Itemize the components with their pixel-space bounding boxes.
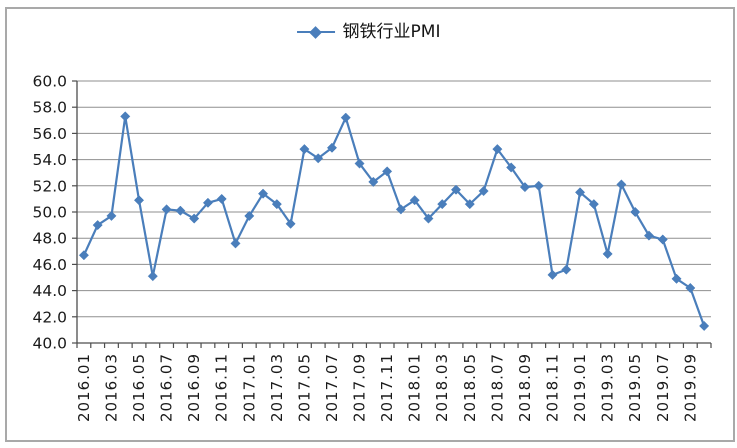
- y-axis-label: 40.0: [32, 335, 67, 353]
- data-point: [354, 158, 365, 169]
- y-axis-label: 46.0: [32, 256, 67, 274]
- data-point: [120, 111, 131, 122]
- y-axis-label: 42.0: [32, 308, 67, 326]
- data-point: [189, 213, 200, 224]
- x-axis-label: 2017.03: [268, 353, 286, 422]
- data-point: [478, 185, 489, 197]
- data-point: [271, 199, 282, 210]
- data-point: [244, 210, 255, 221]
- data-point: [258, 188, 269, 199]
- data-point: [423, 213, 434, 224]
- data-point: [547, 269, 558, 280]
- data-point: [630, 206, 641, 218]
- y-axis-label: 58.0: [32, 99, 67, 117]
- x-axis-label: 2017.11: [378, 353, 396, 422]
- data-point: [437, 199, 448, 210]
- data-point: [299, 144, 310, 155]
- data-point: [616, 179, 627, 190]
- x-axis-label: 2016.01: [75, 353, 93, 422]
- data-point: [326, 142, 338, 153]
- series-line: [82, 115, 706, 328]
- data-point: [285, 218, 296, 229]
- x-axis-label: 2018.01: [406, 353, 424, 422]
- legend-line-diamond-marker: [296, 25, 335, 39]
- data-point: [657, 234, 668, 245]
- data-point: [202, 197, 213, 208]
- data-point: [602, 248, 613, 259]
- legend: 钢铁行业PMI: [296, 21, 441, 43]
- data-point: [575, 187, 586, 198]
- y-axis-label: 60.0: [32, 73, 67, 91]
- data-point: [395, 204, 406, 215]
- data-point: [230, 238, 241, 249]
- x-axis-label: 2016.05: [130, 353, 148, 422]
- data-point: [78, 250, 89, 261]
- y-axis-label: 44.0: [32, 282, 67, 300]
- x-axis-label: 2016.11: [213, 353, 231, 422]
- data-point: [506, 162, 517, 173]
- data-point: [492, 144, 503, 155]
- x-axis-label: 2018.05: [461, 353, 479, 422]
- x-axis-label: 2018.11: [544, 353, 562, 422]
- x-axis-label: 2017.09: [351, 353, 369, 422]
- legend-label: 钢铁行业PMI: [342, 22, 441, 42]
- data-point: [588, 199, 599, 210]
- y-axis-label: 54.0: [32, 151, 67, 169]
- data-point: [382, 166, 393, 177]
- data-point: [106, 210, 117, 221]
- data-point: [685, 282, 696, 294]
- data-point: [464, 199, 475, 210]
- data-point: [671, 273, 682, 284]
- data-point: [409, 195, 420, 206]
- x-axis-label: 2017.01: [240, 353, 258, 422]
- x-axis-label: 2019.03: [599, 353, 617, 422]
- data-point: [92, 220, 103, 231]
- data-point: [519, 182, 530, 193]
- data-point: [699, 320, 710, 332]
- y-axis-label: 48.0: [32, 230, 67, 248]
- data-point: [133, 195, 145, 206]
- data-point: [561, 264, 572, 275]
- x-axis-label: 2019.05: [626, 353, 644, 422]
- x-axis-label: 2019.01: [571, 353, 589, 422]
- data-point: [643, 230, 655, 241]
- x-axis-label: 2017.07: [323, 353, 341, 422]
- data-point: [313, 153, 324, 164]
- x-axis-label: 2016.09: [185, 353, 203, 422]
- y-axis-label: 50.0: [32, 204, 67, 222]
- data-point: [533, 180, 544, 191]
- data-point: [450, 184, 462, 195]
- data-point: [161, 204, 172, 215]
- data-point: [216, 193, 227, 204]
- data-point: [147, 271, 158, 282]
- x-axis-label: 2018.09: [516, 353, 534, 422]
- data-point: [368, 176, 379, 187]
- y-axis-label: 56.0: [32, 125, 67, 143]
- x-axis-label: 2019.09: [681, 353, 699, 422]
- data-point: [340, 112, 351, 123]
- x-axis-label: 2018.07: [488, 353, 506, 422]
- data-point: [175, 205, 186, 216]
- x-axis-label: 2018.03: [433, 353, 451, 422]
- x-axis-label: 2017.05: [295, 353, 313, 422]
- x-axis-label: 2019.07: [654, 353, 672, 422]
- x-axis-label: 2016.07: [158, 353, 176, 422]
- x-axis-label: 2016.03: [102, 353, 120, 422]
- y-axis-label: 52.0: [32, 177, 67, 195]
